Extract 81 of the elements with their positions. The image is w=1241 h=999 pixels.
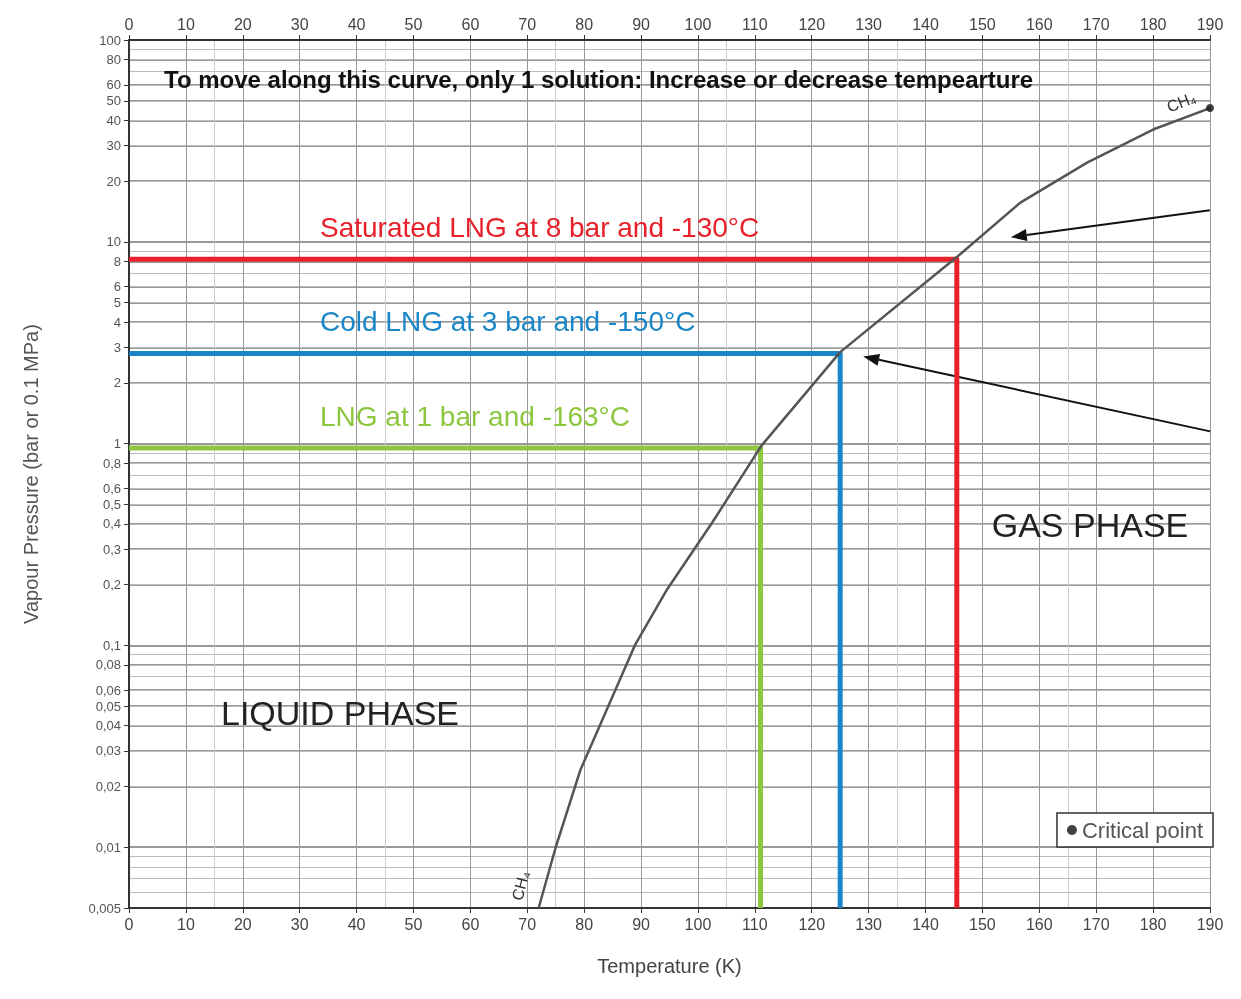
y-tick-label: 10 — [106, 234, 121, 250]
y-tick-label: 40 — [106, 112, 121, 128]
x-tick-label: 100 — [684, 915, 712, 933]
y-tick-label: 0,3 — [102, 541, 121, 557]
x2-tick-label: 10 — [177, 15, 195, 33]
x2-tick-label: 100 — [684, 15, 712, 33]
x2-tick-label: 60 — [461, 15, 480, 33]
x-tick-label: 40 — [347, 915, 366, 933]
x2-tick-label: 120 — [798, 15, 826, 33]
y-tick-label: 0,4 — [102, 516, 121, 532]
y-tick-label: 50 — [106, 93, 121, 109]
y-tick-label: 0,005 — [88, 900, 121, 916]
x-tick-label: 20 — [233, 915, 252, 933]
x-tick-label: 120 — [798, 915, 826, 933]
x-tick-label: 170 — [1082, 915, 1110, 933]
x-tick-label: 30 — [290, 915, 309, 933]
x-tick-label: 70 — [518, 915, 537, 933]
y-tick-label: 5 — [113, 295, 121, 311]
x-tick-label: 50 — [404, 915, 423, 933]
y-tick-label: 60 — [106, 77, 121, 93]
series-label: Cold LNG at 3 bar and -150°C — [320, 305, 696, 337]
annotation: To move along this curve, only 1 solution: Increase or decrease tempearture — [164, 65, 1034, 93]
annotation: CH₄ — [508, 869, 533, 903]
x-tick-label: 0 — [124, 915, 134, 933]
y-tick-label: 1 — [113, 436, 121, 452]
x2-tick-label: 90 — [632, 15, 651, 33]
y-tick-label: 0,6 — [102, 480, 121, 496]
y-tick-label: 0,8 — [102, 455, 121, 471]
y-tick-label: 20 — [106, 173, 121, 189]
x-tick-label: 150 — [969, 915, 996, 933]
y-tick-label: 80 — [106, 52, 121, 68]
x-tick-label: 80 — [575, 915, 594, 933]
x2-tick-label: 20 — [233, 15, 252, 33]
legend-label: Critical point — [1081, 817, 1203, 843]
x2-tick-label: 150 — [969, 15, 996, 33]
annotation: LIQUID PHASE — [220, 694, 460, 732]
x-tick-label: 140 — [912, 915, 939, 933]
x2-tick-label: 70 — [518, 15, 537, 33]
x2-tick-label: 40 — [347, 15, 366, 33]
x-tick-label: 90 — [632, 915, 651, 933]
x2-tick-label: 0 — [124, 15, 134, 33]
x2-tick-label: 30 — [290, 15, 309, 33]
y-tick-label: 2 — [113, 375, 121, 391]
x2-tick-label: 180 — [1139, 15, 1167, 33]
x-tick-label: 130 — [855, 915, 883, 933]
x2-tick-label: 190 — [1196, 15, 1224, 33]
y-tick-label: 0,02 — [95, 779, 121, 794]
x-tick-label: 10 — [177, 915, 195, 933]
x-tick-label: 110 — [742, 915, 768, 933]
x2-tick-label: 80 — [575, 15, 594, 33]
y-tick-label: 4 — [113, 314, 121, 330]
series-label: Saturated LNG at 8 bar and -130°C — [320, 211, 760, 243]
y-tick-label: 0,05 — [95, 698, 121, 714]
y-tick-label: 0,1 — [102, 637, 121, 653]
y-tick-label: 0,08 — [95, 657, 121, 673]
x2-tick-label: 140 — [912, 15, 939, 33]
x2-tick-label: 50 — [404, 15, 423, 33]
y-tick-label: 100 — [99, 32, 121, 48]
x-axis-title: Temperature (K) — [597, 955, 742, 977]
y-tick-label: 30 — [106, 138, 121, 154]
x-tick-label: 180 — [1139, 915, 1167, 933]
x2-tick-label: 110 — [742, 15, 768, 33]
y-tick-label: 0,2 — [102, 577, 121, 593]
x2-tick-label: 160 — [1025, 15, 1053, 33]
x-tick-label: 160 — [1025, 915, 1053, 933]
y-tick-label: 6 — [113, 279, 121, 295]
y-tick-label: 0,01 — [95, 839, 121, 855]
y-tick-label: 0,5 — [102, 496, 121, 512]
y-tick-label: 0,03 — [95, 743, 121, 759]
y-tick-label: 0,04 — [95, 718, 121, 734]
y-axis-title: Vapour Pressure (bar or 0.1 MPa) — [20, 324, 42, 624]
y-tick-label: 3 — [113, 339, 121, 355]
series-label: LNG at 1 bar and -163°C — [320, 400, 631, 432]
y-tick-label: 0,06 — [95, 682, 121, 698]
annotation: CH₄ — [1164, 88, 1199, 116]
x2-tick-label: 170 — [1082, 15, 1110, 33]
x2-tick-label: 130 — [855, 15, 883, 33]
x-tick-label: 60 — [461, 915, 480, 933]
y-tick-label: 8 — [113, 253, 121, 269]
x-tick-label: 190 — [1196, 915, 1224, 933]
annotation: GAS PHASE — [991, 506, 1189, 544]
